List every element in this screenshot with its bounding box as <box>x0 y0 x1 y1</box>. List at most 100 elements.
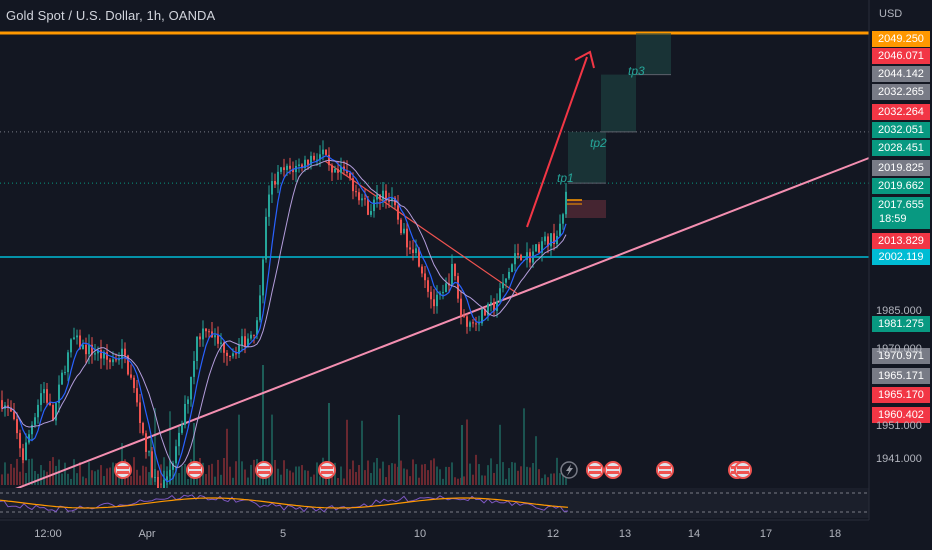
candle <box>508 271 510 279</box>
volume-bar <box>46 471 48 485</box>
candle <box>484 309 486 316</box>
candle <box>43 389 45 394</box>
us-event-icon <box>586 461 604 479</box>
candle <box>331 165 333 173</box>
volume-bar <box>469 463 471 485</box>
candle <box>133 377 135 389</box>
us-flag-stripe <box>659 466 671 469</box>
rising-support-line <box>0 157 870 496</box>
candle <box>517 253 519 255</box>
candle <box>109 359 111 363</box>
price-tag: 2019.662 <box>872 178 930 194</box>
us-flag-stripe <box>258 471 270 474</box>
x-tick-label: 12 <box>546 528 560 540</box>
volume-bar <box>217 459 219 485</box>
target-box <box>601 74 636 132</box>
candle <box>70 339 72 353</box>
candle <box>151 451 153 478</box>
candle <box>241 336 243 346</box>
candle <box>472 322 474 324</box>
price-tag: 1970.971 <box>872 348 930 364</box>
candle <box>391 197 393 201</box>
us-flag-stripe <box>659 471 671 474</box>
volume-bar <box>13 467 15 485</box>
currency-label: USD <box>879 8 903 20</box>
volume-bar <box>418 477 420 485</box>
volume-bar <box>16 458 18 485</box>
volume-bar <box>91 470 93 485</box>
volume-bar <box>178 473 180 485</box>
candle <box>166 476 168 481</box>
arrow-head <box>574 50 595 69</box>
us-event-icon <box>318 461 336 479</box>
volume-bar <box>109 467 111 485</box>
candle <box>190 376 192 400</box>
candle <box>121 348 123 360</box>
candle <box>301 164 303 169</box>
volume-bar <box>295 466 297 485</box>
candle <box>226 352 228 356</box>
volume-bar <box>172 476 174 485</box>
volume-bar <box>49 460 51 485</box>
candle <box>487 303 489 316</box>
volume-bar <box>367 460 369 485</box>
volume-bar <box>415 464 417 485</box>
countdown-label: 18:59 <box>879 213 907 225</box>
target-boxes <box>565 33 671 218</box>
x-tick-label: 12:00 <box>34 528 62 540</box>
volume-bar <box>361 420 363 485</box>
trendlines <box>0 50 870 496</box>
volume-bar <box>535 436 537 485</box>
volume-bar <box>7 473 9 485</box>
volume-bar <box>514 462 516 485</box>
volume-bar <box>238 414 240 485</box>
candle <box>325 149 327 155</box>
candle <box>490 302 492 304</box>
volume-bar <box>280 474 282 485</box>
price-axis <box>0 0 870 521</box>
candle <box>385 190 387 201</box>
volume-bar <box>412 459 414 485</box>
us-flag-stripe <box>589 466 601 469</box>
volume-bar <box>403 468 405 485</box>
price-tag: 2044.142 <box>872 66 930 82</box>
price-tag: 2019.825 <box>872 160 930 176</box>
volume-bar <box>19 471 21 485</box>
candle <box>58 384 60 404</box>
candle <box>193 361 195 377</box>
volume-bar <box>550 473 552 485</box>
volume-bar <box>208 465 210 485</box>
candle <box>469 322 471 327</box>
volume-bar <box>145 466 147 485</box>
candle <box>202 328 204 340</box>
candle <box>337 168 339 173</box>
volume-bar <box>481 475 483 485</box>
candle <box>37 404 39 418</box>
volume-bar <box>187 478 189 485</box>
candle <box>463 315 465 317</box>
projection-arrow <box>526 56 588 228</box>
volume-bar <box>310 476 312 485</box>
candle <box>283 167 285 171</box>
price-tag: 1960.402 <box>872 407 930 423</box>
candle <box>154 476 156 478</box>
stop-box <box>565 200 606 218</box>
price-tag: 2049.250 <box>872 31 930 47</box>
volume-bar <box>529 467 531 485</box>
volume-bar <box>232 477 234 485</box>
volume-bar <box>307 470 309 485</box>
candle <box>436 294 438 307</box>
candle <box>82 344 84 350</box>
volume-bar <box>466 419 468 485</box>
candle <box>271 181 273 195</box>
moving-averages <box>1 155 567 483</box>
volume-bar <box>247 477 249 485</box>
volume-bar <box>223 457 225 485</box>
candle <box>289 165 291 169</box>
candle <box>118 359 120 361</box>
candle <box>199 336 201 340</box>
volume-bar <box>517 470 519 485</box>
volume-bar <box>442 478 444 485</box>
us-flag-stripe <box>258 466 270 469</box>
